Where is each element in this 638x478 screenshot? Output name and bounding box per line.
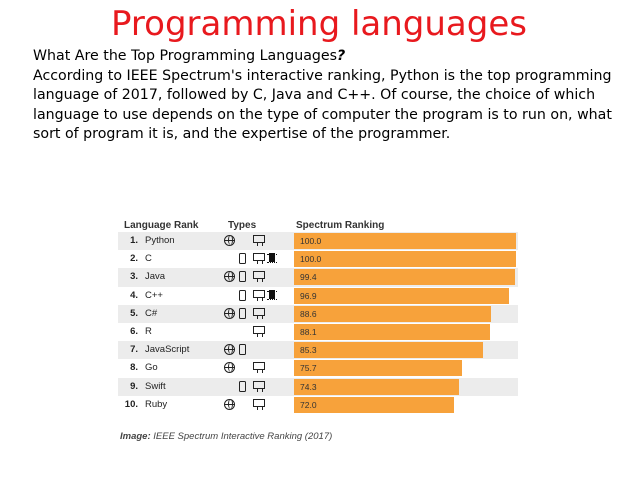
chart-row: 9. Swift 74.3 xyxy=(118,377,518,396)
rank-number: 9. xyxy=(130,380,138,392)
ranking-value-label: 74.3 xyxy=(300,381,317,392)
language-name: C# xyxy=(145,307,158,319)
desktop-icon xyxy=(253,325,265,337)
ranking-value-label: 72.0 xyxy=(300,399,317,410)
ranking-bar xyxy=(294,269,515,286)
embedded-icon xyxy=(267,289,277,300)
desktop-icon xyxy=(253,398,265,410)
language-name: Java xyxy=(145,271,166,283)
chart-row: 7. JavaScript 85.3 xyxy=(118,341,518,360)
language-name: Ruby xyxy=(145,398,168,410)
ranking-bar xyxy=(294,233,516,249)
caption-text: IEEE Spectrum Interactive Ranking (2017) xyxy=(153,431,333,442)
chart-row: 5. C# 88.6 xyxy=(118,304,518,323)
rank-number: 5. xyxy=(130,307,138,319)
mobile-icon xyxy=(239,380,246,392)
web-icon xyxy=(224,235,235,246)
question-mark: ? xyxy=(337,48,346,64)
rank-number: 4. xyxy=(130,289,138,301)
slide-title: Programming languages xyxy=(111,4,527,44)
header-language-rank: Language Rank xyxy=(124,220,199,231)
chart-caption: Image: IEEE Spectrum Interactive Ranking… xyxy=(120,431,332,442)
rank-number: 2. xyxy=(130,253,138,265)
desktop-icon xyxy=(253,380,265,392)
ranking-value-label: 88.6 xyxy=(300,308,317,319)
rank-number: 7. xyxy=(130,344,138,356)
web-icon xyxy=(224,271,235,283)
desktop-icon xyxy=(253,289,265,301)
chart-row: 3. Java 99.4 xyxy=(118,268,518,287)
header-types: Types xyxy=(228,220,257,231)
web-icon xyxy=(224,362,235,374)
mobile-icon xyxy=(239,289,246,301)
chart-row: 10. Ruby 72.0 xyxy=(118,395,518,414)
language-name: R xyxy=(145,325,152,337)
ranking-bar xyxy=(294,342,484,359)
chart-row: 6. R 88.1 xyxy=(118,322,518,342)
chart-row: 8. Go 75.7 xyxy=(118,359,518,378)
chart-rows: 1. Python 100.0 2. C 100.0 3. Java 99.4 4. C++ 96.9… xyxy=(118,232,518,414)
chart-row: 4. C++ 96.9 xyxy=(118,286,518,305)
language-name: C xyxy=(145,253,152,265)
rank-number: 8. xyxy=(130,362,138,374)
embedded-icon xyxy=(267,253,277,264)
ranking-chart: Language Rank Types Spectrum Ranking 1. P… xyxy=(118,218,518,414)
chart-header: Language Rank Types Spectrum Ranking xyxy=(118,218,518,232)
language-name: Swift xyxy=(145,380,166,392)
language-name: Python xyxy=(145,235,175,246)
chart-row: 2. C 100.0 xyxy=(118,250,518,269)
rank-number: 6. xyxy=(130,325,138,337)
ranking-bar xyxy=(294,251,516,268)
ranking-value-label: 85.3 xyxy=(300,345,317,356)
desktop-icon xyxy=(253,271,265,283)
header-spectrum-ranking: Spectrum Ranking xyxy=(296,220,385,231)
ranking-value-label: 100.0 xyxy=(300,236,322,246)
mobile-icon xyxy=(239,344,246,356)
desktop-icon xyxy=(253,307,265,319)
ranking-bar xyxy=(294,378,459,395)
question-line: What Are the Top Programming Languages? xyxy=(33,47,613,67)
mobile-icon xyxy=(239,271,246,283)
desktop-icon xyxy=(253,235,265,246)
ranking-value-label: 75.7 xyxy=(300,363,317,374)
rank-number: 1. xyxy=(130,235,138,246)
desktop-icon xyxy=(253,253,265,265)
rank-number: 3. xyxy=(130,271,138,283)
web-icon xyxy=(224,398,235,410)
ranking-value-label: 100.0 xyxy=(300,254,322,265)
ranking-bar xyxy=(294,305,491,322)
caption-prefix: Image: xyxy=(120,431,151,442)
ranking-value-label: 99.4 xyxy=(300,272,317,283)
language-name: C++ xyxy=(145,289,163,301)
ranking-bar xyxy=(294,360,463,377)
intro-paragraph: According to IEEE Spectrum's interactive… xyxy=(33,67,612,143)
language-name: JavaScript xyxy=(145,344,190,356)
ranking-bar xyxy=(294,323,490,340)
desktop-icon xyxy=(253,362,265,374)
rank-number: 10. xyxy=(124,398,138,410)
web-icon xyxy=(224,344,235,356)
intro-text: What Are the Top Programming Languages? … xyxy=(33,47,613,145)
ranking-bar xyxy=(294,396,454,413)
web-icon xyxy=(224,307,235,319)
mobile-icon xyxy=(239,307,246,319)
chart-row: 1. Python 100.0 xyxy=(118,232,518,251)
language-name: Go xyxy=(145,362,158,374)
ranking-value-label: 88.1 xyxy=(300,326,317,337)
mobile-icon xyxy=(239,253,246,265)
ranking-bar xyxy=(294,287,510,304)
ranking-value-label: 96.9 xyxy=(300,290,317,301)
question-text: What Are the Top Programming Languages xyxy=(33,48,338,64)
